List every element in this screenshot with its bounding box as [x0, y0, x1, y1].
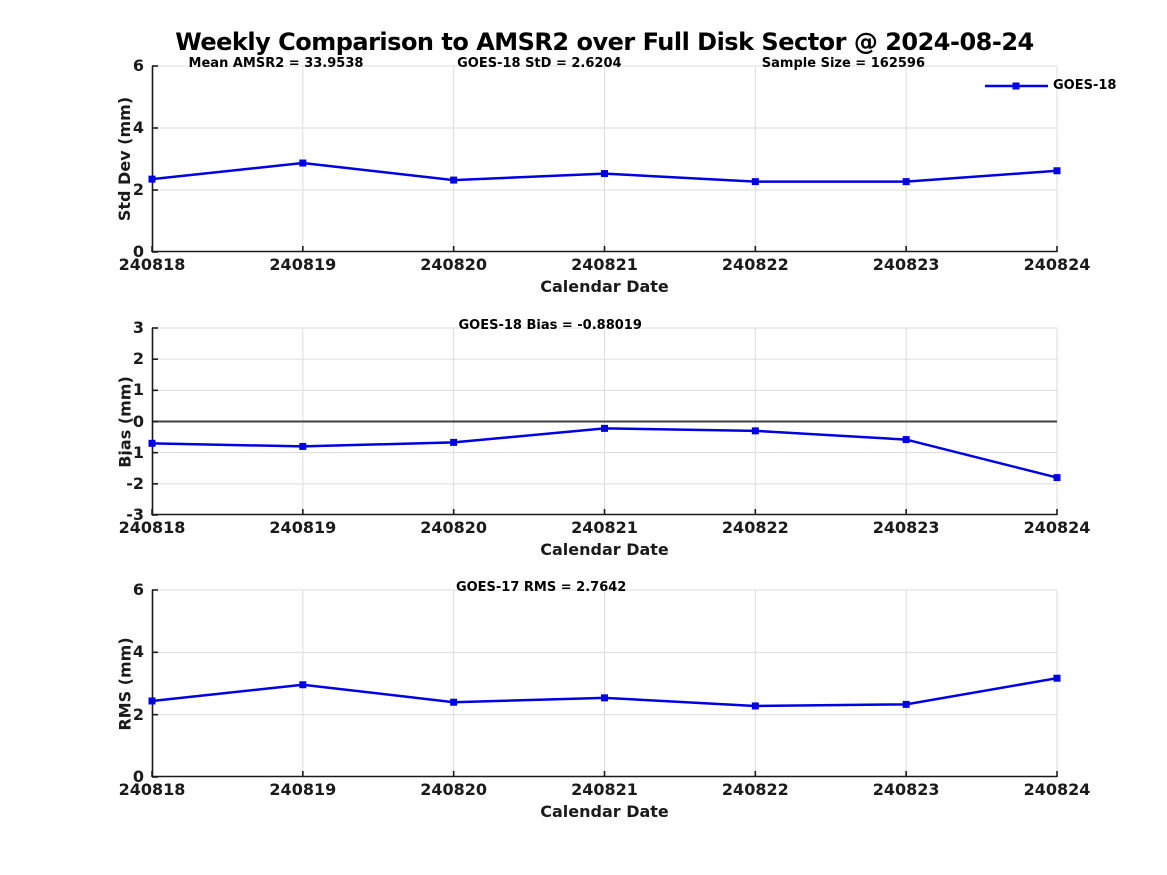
- y-axis-label: Std Dev (mm): [115, 96, 134, 222]
- stat-annotation: Mean AMSR2 = 33.9538: [188, 56, 364, 71]
- std-dev-plot-area: [148, 65, 1061, 253]
- bias-plot-area: [148, 327, 1061, 516]
- x-tick-label: 240819: [269, 518, 337, 537]
- x-tick-label: 240822: [721, 780, 789, 799]
- y-axis-label: RMS (mm): [115, 636, 134, 731]
- axes: [151, 65, 1058, 253]
- y-tick-label: 0: [132, 767, 144, 786]
- x-tick-label: 240821: [571, 255, 638, 274]
- x-tick-label: 240818: [118, 255, 186, 274]
- x-tick-label: 240822: [721, 255, 789, 274]
- x-tick-label: 240820: [420, 518, 488, 537]
- x-tick-label: 240822: [721, 518, 789, 537]
- legend-line-sample: [985, 82, 1048, 90]
- series-markers-goes-18: [148, 424, 1061, 482]
- y-tick-label: 1: [132, 380, 144, 400]
- y-tick-label: 2: [132, 349, 144, 369]
- y-tick-label: 0: [132, 411, 144, 431]
- y-tick-label: -1: [126, 442, 144, 462]
- x-tick-label: 240824: [1023, 518, 1091, 537]
- y-tick-label: -2: [126, 473, 144, 493]
- subplot-rms: 0 2 4 6 RMS (mm) 240818 240819 240820 240821 2408…: [0, 580, 1167, 832]
- subplot-std-dev: 0 2 4 6 Std Dev (mm) 240818 240819 240820 240821…: [0, 56, 1167, 307]
- x-tick-label: 240824: [1023, 255, 1091, 274]
- y-tick-label: 3: [132, 318, 144, 337]
- x-tick-label: 240818: [118, 780, 186, 799]
- x-tick-label: 240819: [269, 780, 337, 799]
- x-tick-label: 240824: [1023, 780, 1091, 799]
- x-tick-label: 240823: [872, 518, 940, 537]
- y-axis-label: Bias (mm): [115, 375, 134, 468]
- legend-label: GOES-18: [1053, 78, 1117, 93]
- axes: [151, 589, 1058, 778]
- x-tick-label: 240821: [571, 518, 638, 537]
- y-tick-label: 2: [132, 704, 144, 724]
- y-tick-label: 0: [132, 242, 144, 261]
- x-tick-label: 240823: [872, 255, 940, 274]
- axes: [151, 327, 1058, 516]
- series-markers-goes-18: [148, 159, 1061, 186]
- stat-annotation: Sample Size = 162596: [761, 56, 926, 71]
- x-axis-label: Calendar Date: [540, 277, 669, 296]
- x-tick-label: 240820: [420, 255, 488, 274]
- series-markers-goes-18: [148, 674, 1061, 710]
- y-tick-label: 2: [132, 180, 144, 199]
- x-tick-label: 240819: [269, 255, 337, 274]
- chart-title: Weekly Comparison to AMSR2 over Full Dis…: [175, 28, 1034, 56]
- stat-annotation: GOES-18 Bias = -0.88019: [458, 318, 642, 333]
- x-tick-label: 240821: [571, 780, 638, 799]
- grid-lines: [152, 589, 1058, 777]
- x-tick-label: 240823: [872, 780, 940, 799]
- y-tick-label: 6: [132, 580, 144, 599]
- stat-annotation: GOES-17 RMS = 2.7642: [455, 580, 627, 595]
- grid-lines: [152, 65, 1058, 252]
- y-tick-label: 4: [132, 118, 144, 137]
- y-tick-label: 6: [132, 56, 144, 75]
- stat-annotation: GOES-18 StD = 2.6204: [457, 56, 622, 71]
- rms-plot-area: [148, 589, 1061, 778]
- x-tick-label: 240818: [118, 518, 186, 537]
- x-axis-label: Calendar Date: [540, 540, 669, 559]
- x-tick-label: 240820: [420, 780, 488, 799]
- subplot-bias: -3 -2 -1 0 1 2 3 Bias (mm) 240818 240819 240820 240…: [0, 318, 1167, 570]
- y-tick-label: 4: [132, 642, 144, 662]
- y-tick-label: -3: [126, 505, 144, 524]
- x-axis-label: Calendar Date: [540, 802, 669, 821]
